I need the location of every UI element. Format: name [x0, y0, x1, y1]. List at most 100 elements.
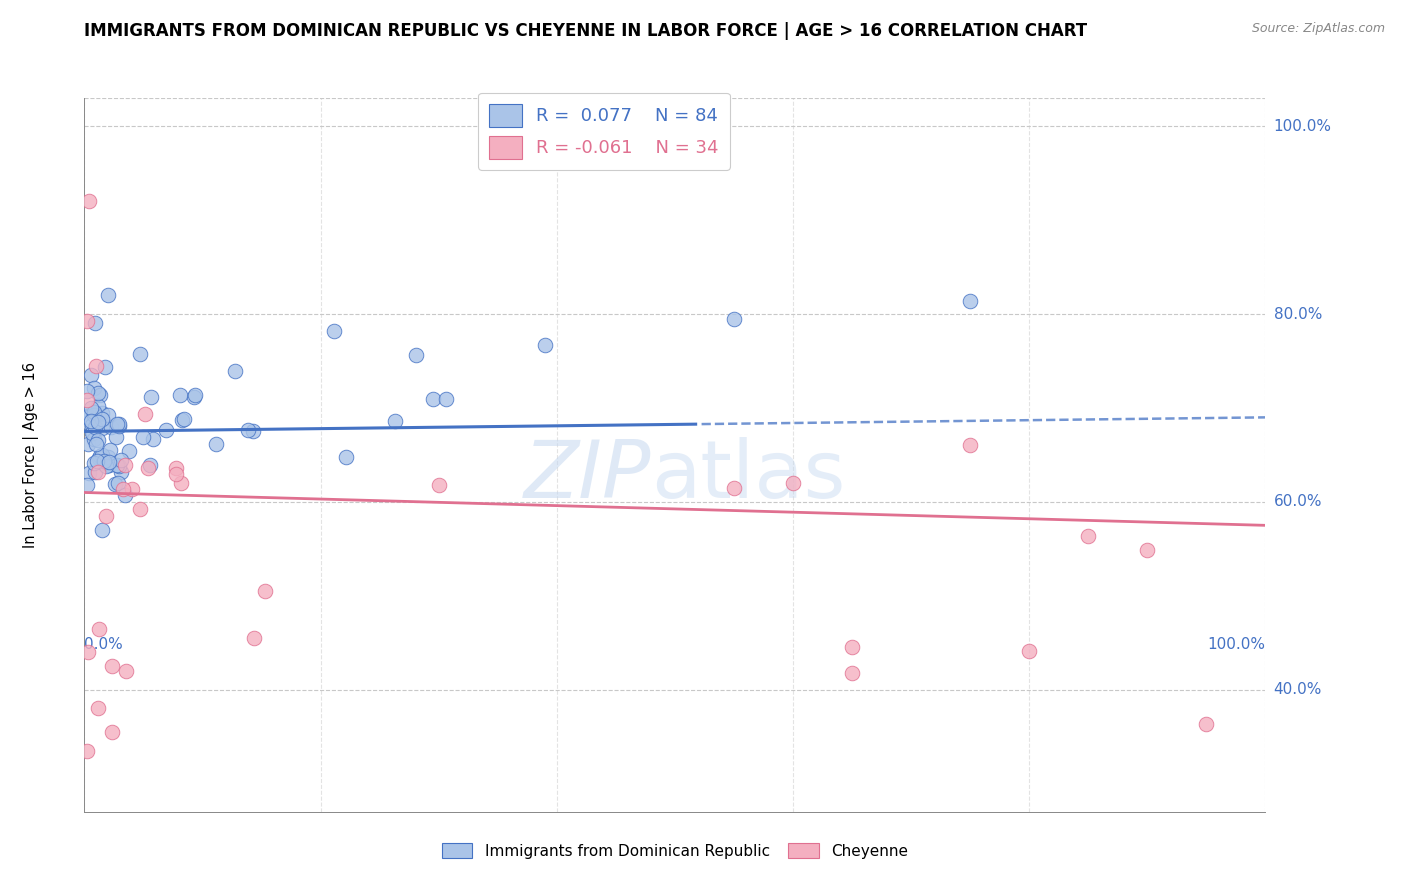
Point [108, 418, 131, 433]
Point [243, 631, 266, 645]
Point [79, 467, 101, 481]
Point [87, 399, 110, 413]
Point [434, 392, 457, 407]
Point [384, 414, 406, 428]
Point [83, 317, 105, 331]
Point [723, 311, 745, 326]
Point [80, 414, 103, 428]
Point [114, 664, 136, 678]
Point [80, 368, 103, 383]
Point [101, 725, 124, 739]
Point [91, 448, 114, 462]
Point [236, 423, 259, 437]
Point [94, 359, 117, 374]
Point [89, 388, 111, 402]
Text: IMMIGRANTS FROM DOMINICAN REPUBLIC VS CHEYENNE IN LABOR FORCE | AGE > 16 CORRELA: IMMIGRANTS FROM DOMINICAN REPUBLIC VS CH… [84, 22, 1087, 40]
Point [173, 411, 195, 425]
Point [114, 488, 136, 502]
Point [82, 425, 104, 440]
Point [89, 449, 111, 463]
Point [80, 425, 103, 440]
Point [76, 393, 98, 408]
Point [77, 194, 100, 209]
Point [224, 364, 246, 378]
Point [335, 450, 357, 464]
Point [155, 423, 177, 437]
Point [165, 461, 187, 475]
Point [86, 453, 108, 467]
Point [1018, 643, 1040, 657]
Point [83, 381, 105, 395]
Point [91, 412, 114, 426]
Point [959, 438, 981, 452]
Point [76, 314, 98, 328]
Point [1136, 543, 1159, 558]
Text: 40.0%: 40.0% [1274, 682, 1322, 698]
Point [84, 436, 107, 450]
Text: 100.0%: 100.0% [1274, 119, 1331, 134]
Point [422, 392, 444, 406]
Point [91, 420, 114, 434]
Point [121, 482, 143, 496]
Point [104, 477, 127, 491]
Point [136, 461, 159, 475]
Point [131, 430, 153, 444]
Point [104, 430, 127, 444]
Point [110, 465, 132, 479]
Point [323, 324, 346, 338]
Point [782, 476, 804, 491]
Point [534, 337, 557, 351]
Point [83, 456, 105, 470]
Point [84, 465, 107, 479]
Point [77, 645, 100, 659]
Point [723, 481, 745, 495]
Point [105, 458, 128, 472]
Point [90, 523, 112, 537]
Point [86, 415, 108, 429]
Text: atlas: atlas [651, 437, 845, 516]
Text: In Labor Force | Age > 16: In Labor Force | Age > 16 [24, 362, 39, 548]
Text: 0.0%: 0.0% [84, 637, 124, 652]
Legend: Immigrants from Dominican Republic, Cheyenne: Immigrants from Dominican Republic, Chey… [436, 837, 914, 864]
Point [1077, 528, 1099, 542]
Point [110, 453, 132, 467]
Point [841, 640, 863, 654]
Point [139, 458, 162, 473]
Point [87, 433, 110, 447]
Point [76, 409, 98, 424]
Point [97, 458, 120, 473]
Point [76, 478, 98, 492]
Point [205, 436, 228, 450]
Point [118, 443, 141, 458]
Point [98, 455, 121, 469]
Point [91, 456, 114, 470]
Point [253, 584, 276, 599]
Point [107, 475, 129, 490]
Point [114, 458, 136, 472]
Point [97, 450, 120, 464]
Point [183, 390, 205, 404]
Point [108, 458, 131, 473]
Point [108, 417, 131, 431]
Point [101, 659, 124, 673]
Point [172, 413, 194, 427]
Point [86, 386, 108, 401]
Point [105, 417, 128, 432]
Point [841, 665, 863, 680]
Text: 80.0%: 80.0% [1274, 307, 1322, 322]
Text: Source: ZipAtlas.com: Source: ZipAtlas.com [1251, 22, 1385, 36]
Point [93, 453, 115, 467]
Point [134, 408, 156, 422]
Point [80, 401, 103, 415]
Point [76, 415, 98, 429]
Point [184, 388, 207, 402]
Point [1195, 717, 1218, 731]
Point [427, 478, 450, 492]
Point [87, 622, 110, 636]
Point [242, 424, 264, 438]
Point [76, 410, 98, 425]
Point [83, 408, 105, 422]
Point [84, 359, 107, 374]
Point [77, 437, 100, 451]
Point [94, 508, 117, 523]
